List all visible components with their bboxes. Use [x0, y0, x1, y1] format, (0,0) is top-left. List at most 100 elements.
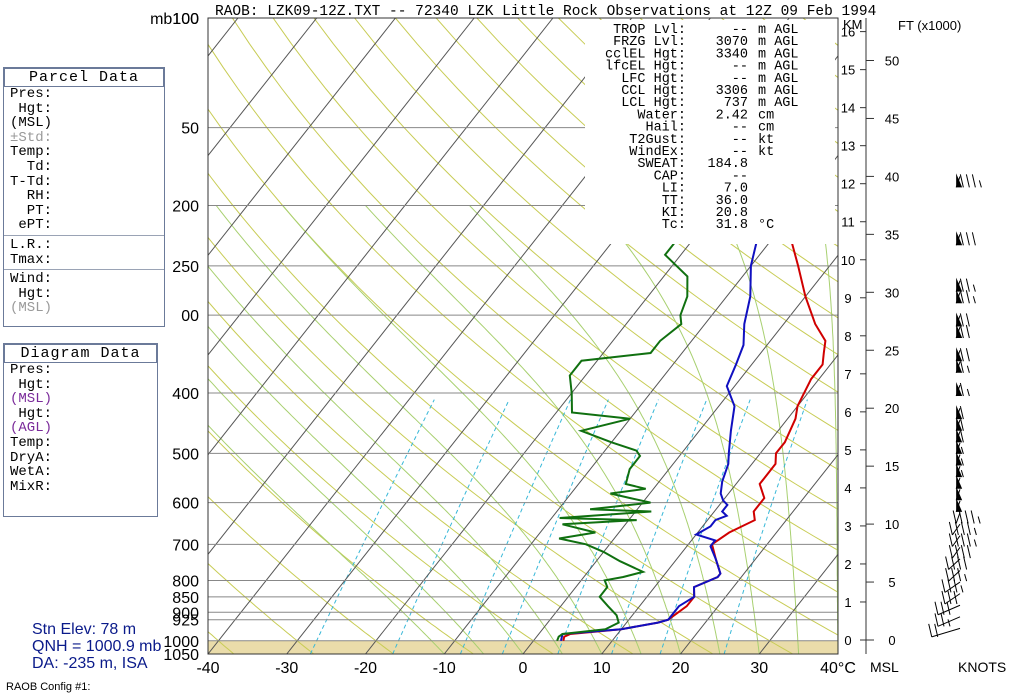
parcel-field-label: Temp: — [10, 144, 53, 161]
index-label: cclEL Hgt: — [605, 47, 686, 62]
parcel-field-label: L.R.: — [10, 236, 53, 253]
wind-barb-feather — [960, 533, 965, 547]
wind-barb-half — [972, 296, 976, 304]
pressure-tick-label: 700 — [172, 537, 199, 554]
wind-barb-feather — [965, 348, 970, 362]
parcel-field-label: PT: — [10, 202, 53, 219]
ft-tick-label: 10 — [885, 517, 899, 532]
moist-adiabat — [208, 325, 524, 654]
wind-barb-feather — [953, 579, 958, 593]
temp-tick-label: 20 — [672, 660, 690, 677]
pressure-tick-label: 100 — [172, 11, 199, 28]
pressure-tick-label: 900 — [172, 605, 199, 622]
dry-adiabat — [208, 108, 838, 636]
index-value: 2.42 — [716, 108, 748, 123]
index-value: 31.8 — [716, 218, 748, 233]
moist-adiabat — [208, 265, 563, 654]
knots-label: KNOTS — [958, 659, 1006, 675]
pressure-tick-label: 500 — [172, 446, 199, 463]
km-tick-label: 14 — [841, 101, 855, 116]
wind-barb-feather — [970, 510, 975, 524]
index-label: T2Gust: — [629, 133, 686, 148]
dry-adiabat — [208, 236, 714, 654]
ft-tick-label: 30 — [885, 285, 899, 300]
dry-adiabat — [476, 18, 838, 319]
index-value: 3306 — [716, 84, 748, 99]
wind-barb-feather — [947, 579, 952, 593]
temp-tick-label: 0 — [519, 660, 528, 677]
ground-band — [208, 640, 838, 654]
wind-barb-feather — [959, 382, 964, 397]
index-label: LI: — [662, 182, 686, 197]
pressure-tick-label: 00 — [181, 308, 199, 325]
ft-tick-label: 20 — [885, 401, 899, 416]
index-label: LCL Hgt: — [621, 96, 686, 111]
parcel-field-label: Hgt: — [10, 100, 53, 117]
wind-barb-pennant — [956, 347, 963, 362]
wind-barb-half — [947, 619, 951, 627]
index-unit: cm — [758, 108, 774, 123]
mixing-ratio-line — [392, 399, 510, 654]
parcel-field-label: ±Std: — [10, 129, 53, 146]
index-unit: m AGL — [758, 47, 799, 62]
pressure-tick-label: 800 — [172, 573, 199, 590]
wind-barb-feather — [965, 313, 970, 327]
index-unit: m AGL — [758, 72, 799, 87]
wind-barb-feather — [959, 290, 964, 304]
diagram-field-label: Temp: — [10, 434, 53, 451]
ft-tick-label: 40 — [885, 169, 899, 184]
km-tick-label: 9 — [844, 291, 851, 306]
parcel-data-title: Parcel Data — [4, 68, 164, 87]
pressure-unit-label: mb100 — [150, 11, 199, 28]
wind-barb-feather — [966, 521, 971, 536]
km-tick-label: 1 — [844, 595, 851, 610]
index-value: 3070 — [716, 35, 748, 50]
mixing-ratio-line — [309, 399, 435, 654]
mixing-ratio-line — [501, 399, 609, 654]
wind-barb-feather — [960, 545, 965, 559]
wind-barb-half — [960, 446, 964, 455]
wind-barb-feather — [971, 232, 976, 246]
wind-barb-feather — [948, 521, 953, 536]
diagram-data-rows: Pres: Hgt: (MSL) Hgt: (AGL) Temp: DryA: WetA:… — [4, 363, 157, 494]
wind-barb-feather — [965, 324, 970, 339]
wind-barb-feather — [952, 510, 957, 524]
profile-line-1 — [560, 205, 761, 642]
wind-barb-feather — [948, 533, 953, 547]
station-density-altitude: DA: -235 m, ISA — [32, 655, 148, 672]
index-value: 20.8 — [716, 206, 748, 221]
wind-barb-pennant — [956, 173, 963, 188]
index-unit: m AGL — [758, 23, 799, 38]
wind-barb-feather — [940, 601, 945, 615]
wind-barb-feather — [971, 174, 976, 188]
wind-barb-feather — [965, 174, 970, 188]
wind-barb-feather — [940, 613, 945, 627]
diagram-field-label: Hgt: — [10, 376, 53, 393]
panel-separator — [4, 269, 164, 271]
index-value: 184.8 — [707, 157, 748, 172]
km-tick-label: 7 — [844, 367, 851, 382]
station-qnh: QNH = 1000.9 mb — [32, 638, 162, 655]
wind-barb-half — [966, 365, 970, 373]
dry-adiabat — [354, 18, 838, 432]
wind-barb-feather — [963, 556, 968, 570]
index-value: -- — [732, 145, 748, 160]
index-value: 7.0 — [724, 182, 748, 197]
chart-title: RAOB: LZK09-12Z.TXT -- 72340 LZK Little … — [215, 4, 876, 20]
index-value: -- — [732, 121, 748, 136]
parcel-data-panel: Parcel Data Pres: Hgt: (MSL) ±Std: Temp: Td… — [3, 67, 165, 327]
ft-tick-label: 15 — [885, 459, 899, 474]
wind-barb-half — [964, 573, 968, 582]
parcel-field-label: Hgt: — [10, 285, 53, 302]
msl-label: MSL — [870, 659, 899, 675]
temp-tick-label: -20 — [354, 660, 377, 677]
wind-barb-feather — [951, 556, 956, 570]
wind-barb-feather — [965, 278, 970, 292]
wind-barb-feather — [959, 417, 964, 431]
km-tick-label: 2 — [844, 557, 851, 572]
km-tick-label: 8 — [844, 329, 851, 344]
km-tick-label: 5 — [844, 443, 851, 458]
mixing-ratio-line — [611, 399, 708, 654]
wind-barb-feather — [966, 533, 971, 547]
